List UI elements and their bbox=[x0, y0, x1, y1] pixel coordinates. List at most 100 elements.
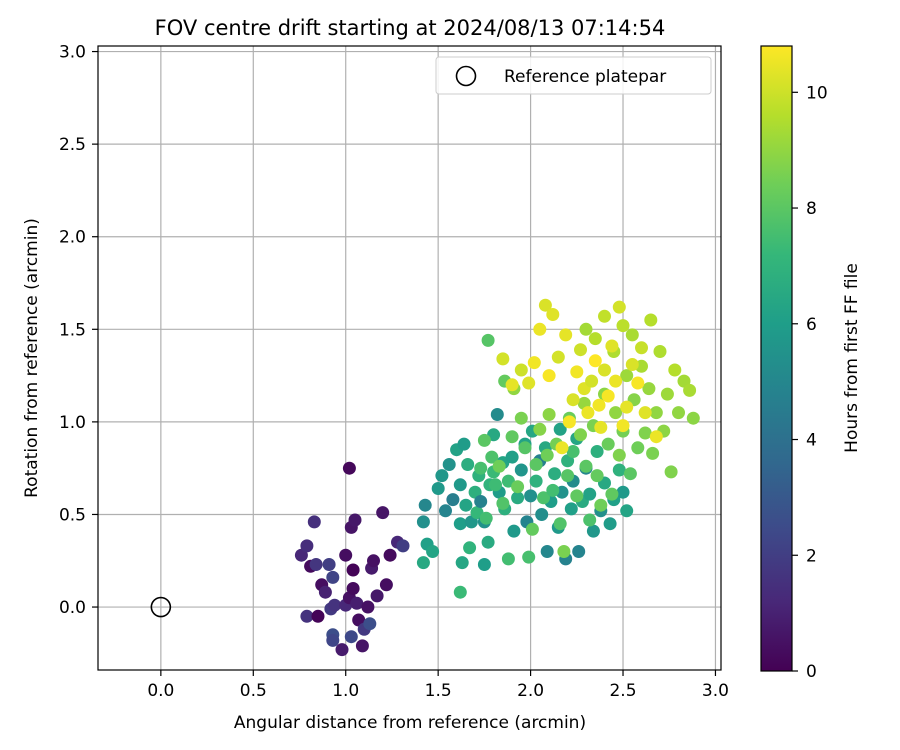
data-point bbox=[588, 354, 602, 368]
data-point bbox=[612, 448, 626, 462]
legend: Reference platepar bbox=[435, 56, 712, 95]
data-point bbox=[507, 524, 521, 538]
data-point bbox=[601, 389, 615, 403]
colorbar-ticks: 0 2 4 6 8 10 bbox=[792, 83, 828, 682]
data-point bbox=[511, 480, 525, 494]
data-point bbox=[300, 609, 314, 623]
data-point bbox=[649, 406, 663, 420]
data-point bbox=[455, 556, 469, 570]
data-point bbox=[603, 517, 617, 531]
x-tick-label: 0.0 bbox=[147, 681, 174, 701]
colorbar-gradient bbox=[761, 46, 792, 671]
data-point bbox=[446, 493, 460, 507]
data-point bbox=[653, 345, 667, 358]
data-point bbox=[346, 582, 360, 595]
data-point bbox=[363, 617, 377, 631]
data-point bbox=[511, 491, 525, 505]
data-point bbox=[514, 463, 528, 477]
data-point bbox=[616, 319, 630, 333]
data-point bbox=[551, 350, 565, 364]
data-point bbox=[335, 643, 349, 657]
data-point bbox=[514, 411, 528, 425]
data-point bbox=[533, 322, 547, 336]
x-tick-label: 0.5 bbox=[240, 681, 267, 701]
data-point bbox=[522, 550, 536, 564]
data-point bbox=[418, 498, 432, 512]
data-point bbox=[527, 356, 541, 370]
colorbar-tick-label: 4 bbox=[806, 431, 817, 451]
data-point bbox=[376, 506, 390, 520]
data-point bbox=[566, 445, 580, 458]
x-tick-label: 2.0 bbox=[517, 681, 544, 701]
data-point bbox=[579, 322, 593, 336]
chart-title: FOV centre drift starting at 2024/08/13 … bbox=[155, 16, 666, 40]
plot-frame bbox=[97, 45, 722, 671]
colorbar-frame bbox=[760, 45, 793, 672]
data-point bbox=[620, 504, 634, 518]
colorbar-tick-label: 10 bbox=[806, 83, 828, 103]
x-tick-label: 3.0 bbox=[702, 681, 729, 701]
colorbar-label: Hours from first FF file bbox=[842, 263, 862, 453]
data-point bbox=[542, 369, 556, 383]
data-point bbox=[559, 328, 573, 342]
data-point bbox=[496, 352, 510, 366]
data-point bbox=[548, 467, 562, 481]
data-point bbox=[605, 487, 619, 501]
data-point bbox=[538, 298, 552, 312]
data-point bbox=[566, 393, 580, 407]
data-point bbox=[616, 419, 630, 433]
data-point bbox=[481, 333, 495, 347]
x-tick-label: 2.5 bbox=[609, 681, 636, 701]
data-point bbox=[683, 383, 697, 397]
axis-ticks: 0.0 0.5 1.0 1.5 2.0 2.5 3.0 0.0 0.5 1.0 1.5 2.0 2.5 3… bbox=[59, 43, 729, 701]
y-tick-label: 2.0 bbox=[59, 228, 86, 248]
data-point bbox=[518, 441, 532, 455]
data-point bbox=[540, 545, 554, 558]
data-point bbox=[496, 496, 510, 510]
x-tick-label: 1.0 bbox=[332, 681, 359, 701]
data-point bbox=[609, 406, 623, 420]
data-point bbox=[474, 461, 488, 475]
data-point bbox=[570, 365, 584, 379]
data-point bbox=[311, 609, 325, 623]
data-point bbox=[668, 363, 682, 377]
data-point bbox=[461, 458, 475, 471]
data-point bbox=[564, 502, 578, 516]
data-point bbox=[379, 578, 393, 592]
data-point bbox=[426, 545, 440, 558]
data-point bbox=[367, 554, 380, 568]
data-point bbox=[350, 596, 364, 610]
data-point bbox=[307, 515, 321, 529]
y-tick-label: 1.5 bbox=[59, 320, 86, 340]
data-point bbox=[635, 341, 648, 355]
data-point bbox=[442, 458, 456, 471]
data-point bbox=[546, 483, 560, 497]
data-point bbox=[453, 585, 467, 599]
data-point bbox=[588, 332, 602, 346]
data-point bbox=[524, 489, 538, 503]
data-point bbox=[605, 339, 619, 353]
data-point bbox=[590, 469, 604, 483]
data-point bbox=[431, 482, 445, 495]
data-point bbox=[459, 498, 473, 512]
colorbar-tick-label: 0 bbox=[806, 662, 817, 682]
data-point bbox=[344, 630, 358, 644]
y-tick-label: 1.0 bbox=[59, 413, 86, 433]
data-point bbox=[525, 522, 539, 536]
data-point bbox=[457, 437, 471, 451]
data-point bbox=[631, 376, 645, 390]
data-point bbox=[598, 309, 611, 323]
data-point bbox=[585, 374, 599, 388]
colorbar-tick-label: 8 bbox=[806, 199, 817, 219]
data-point bbox=[601, 437, 615, 451]
data-point bbox=[638, 426, 652, 440]
data-point bbox=[540, 448, 554, 462]
data-point bbox=[342, 461, 356, 475]
reference-platepar-marker bbox=[150, 596, 172, 618]
data-point bbox=[463, 541, 477, 555]
data-point bbox=[453, 517, 467, 531]
legend-marker-icon bbox=[455, 65, 477, 87]
data-point bbox=[649, 430, 663, 444]
data-point bbox=[598, 363, 611, 377]
data-point bbox=[555, 441, 569, 455]
